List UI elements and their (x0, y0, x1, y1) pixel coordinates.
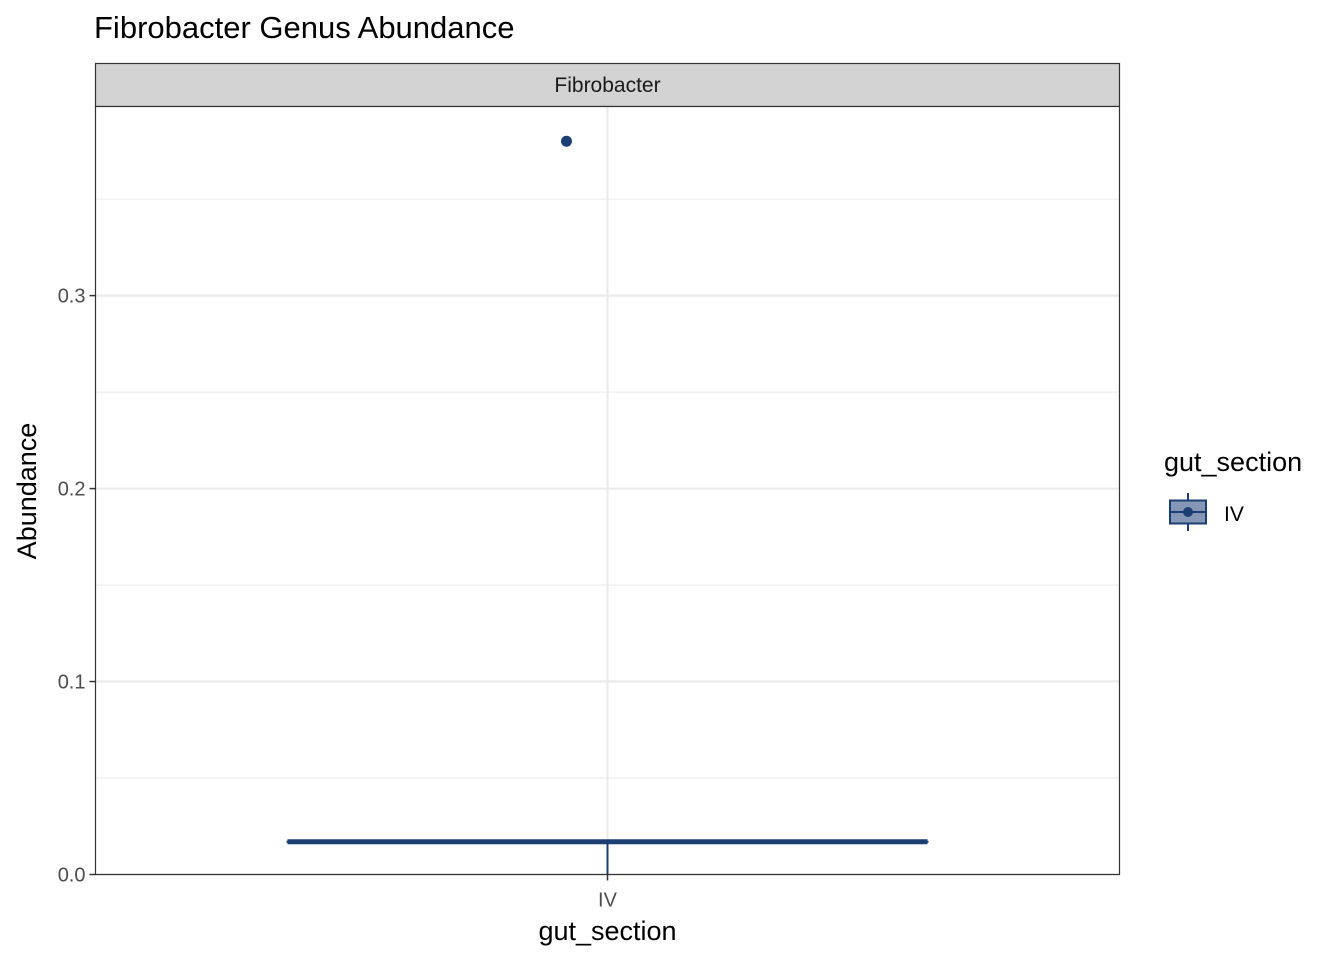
legend-key (1169, 493, 1207, 531)
chart-title: Fibrobacter Genus Abundance (94, 10, 515, 45)
y-tick-label: 0.2 (58, 479, 86, 501)
legend-label: IV (1224, 503, 1244, 526)
x-axis-title: gut_section (538, 916, 676, 946)
boxplot-layer (286, 135, 929, 875)
x-tick-label: IV (598, 890, 618, 912)
facet-strip-label: Fibrobacter (554, 74, 660, 97)
axes: 0.0 0.1 0.2 0.3 IV (58, 286, 618, 912)
legend-key-point (1183, 507, 1193, 517)
y-tick-label: 0.3 (58, 286, 86, 308)
outlier-point (561, 135, 572, 147)
legend-title: gut_section (1164, 447, 1302, 477)
y-axis-title: Abundance (12, 423, 42, 560)
gridlines (95, 106, 1120, 876)
y-tick-label: 0.1 (58, 672, 86, 694)
y-tick-label: 0.0 (58, 865, 86, 887)
facet-strip (94, 62, 1121, 108)
